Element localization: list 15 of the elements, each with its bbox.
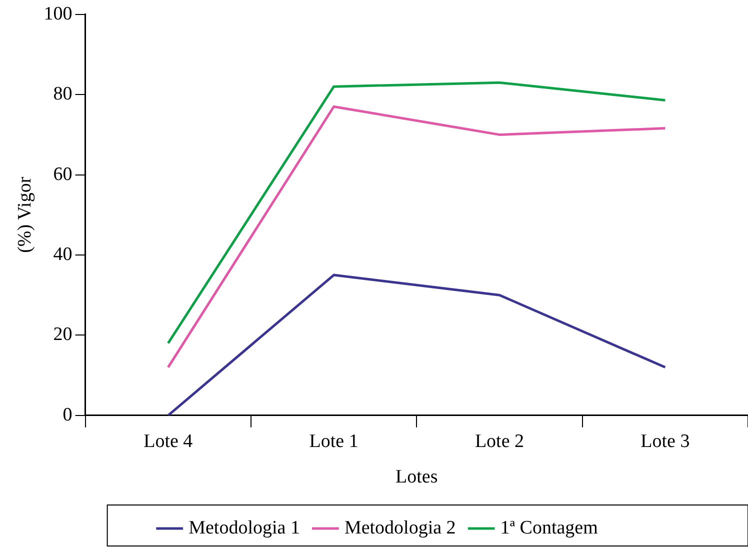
x-tick-label: Lote 3 — [640, 430, 690, 452]
x-axis-title: Lotes — [396, 466, 438, 488]
y-tick-label: 0 — [62, 404, 72, 426]
x-tick-label: Lote 2 — [474, 430, 524, 452]
y-tick-label: 40 — [53, 244, 72, 265]
legend-label: 1ª Contagem — [500, 517, 598, 538]
y-tick-label: 60 — [53, 164, 72, 185]
y-axis-title: (%) Vigor — [14, 176, 36, 253]
legend-label: Metodologia 1 — [188, 517, 300, 538]
y-tick-label: 80 — [53, 84, 72, 105]
legend-label: Metodologia 2 — [344, 517, 456, 538]
x-tick-label: Lote 1 — [309, 430, 358, 452]
y-tick-label: 100 — [44, 3, 72, 24]
x-tick-label: Lote 4 — [144, 430, 194, 452]
y-tick-label: 20 — [53, 324, 72, 346]
